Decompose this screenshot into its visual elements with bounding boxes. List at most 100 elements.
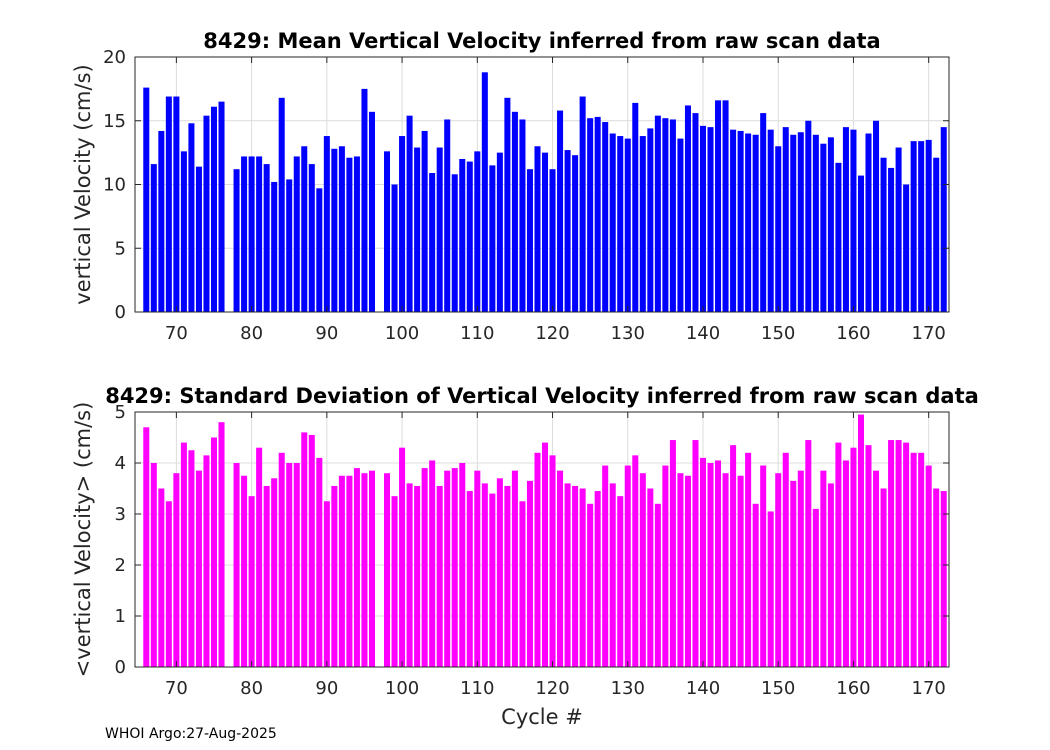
bar [827, 483, 834, 667]
bar [587, 503, 594, 667]
bar [579, 488, 586, 667]
bar [639, 136, 646, 312]
bar [271, 181, 278, 312]
bar [489, 165, 496, 313]
bar [504, 97, 511, 312]
bar [910, 141, 917, 312]
bar [617, 496, 624, 667]
bar [421, 468, 428, 667]
bar [933, 488, 940, 667]
bar [594, 116, 601, 312]
bar [346, 475, 353, 667]
bar [444, 470, 451, 667]
bar [143, 427, 150, 667]
bar [692, 113, 699, 312]
bar [203, 115, 210, 313]
bar [895, 440, 902, 667]
bar [850, 129, 857, 312]
bar [368, 470, 375, 667]
x-tick-label: 170 [912, 323, 946, 344]
chart-title-1: 8429: Mean Vertical Velocity inferred fr… [203, 29, 880, 53]
bar [827, 137, 834, 312]
bar [880, 488, 887, 667]
y-axis-label-2: <vertical Velocity> (cm/s) [71, 402, 95, 678]
bar [188, 123, 195, 312]
bar [451, 174, 458, 312]
bar [210, 106, 217, 312]
bar [880, 157, 887, 312]
bar [180, 151, 187, 312]
bar [414, 147, 421, 312]
bar [662, 118, 669, 312]
bar [722, 100, 729, 312]
bar [459, 159, 466, 312]
bar [444, 119, 451, 312]
bar [474, 151, 481, 312]
y-tick-label: 5 [115, 238, 126, 259]
x-tick-label: 90 [315, 323, 338, 344]
bar [677, 473, 684, 667]
bar [429, 460, 436, 667]
bar [647, 488, 654, 667]
bar [301, 432, 308, 667]
bar [609, 483, 616, 667]
bar [835, 442, 842, 667]
x-tick-label: 120 [535, 323, 569, 344]
bar [940, 127, 947, 313]
x-tick-label: 170 [912, 678, 946, 699]
bar [842, 127, 849, 313]
bar [241, 156, 248, 312]
bar [579, 96, 586, 312]
bar [256, 447, 263, 667]
bar [760, 113, 767, 312]
bar [384, 151, 391, 312]
bar [925, 139, 932, 313]
bar [654, 503, 661, 667]
bar [346, 157, 353, 312]
bar [895, 147, 902, 312]
bar [888, 167, 895, 312]
x-tick-label: 140 [686, 323, 720, 344]
bar [466, 491, 473, 667]
bar [669, 440, 676, 667]
x-tick-label: 140 [686, 678, 720, 699]
bar [857, 414, 864, 667]
bar [602, 465, 609, 667]
bar [384, 473, 391, 667]
bar [775, 146, 782, 312]
bar [572, 155, 579, 312]
bar [699, 457, 707, 667]
bar [399, 447, 406, 667]
bar [391, 496, 398, 667]
footer-credit: WHOI Argo:27-Aug-2025 [105, 726, 277, 742]
x-tick-label: 110 [460, 323, 494, 344]
bar [218, 101, 225, 313]
bar [338, 146, 345, 312]
bar [278, 97, 285, 312]
bar [195, 470, 202, 667]
bar [534, 146, 541, 312]
bar [150, 463, 157, 667]
bar [489, 493, 496, 667]
x-tick-label: 130 [611, 678, 645, 699]
bar [692, 440, 699, 667]
bar [850, 447, 857, 667]
bar [940, 491, 947, 667]
bar [865, 133, 872, 312]
bar [602, 122, 609, 312]
x-tick-label: 100 [385, 323, 419, 344]
bar [805, 120, 812, 312]
bar [286, 179, 293, 312]
bar [873, 470, 880, 667]
chart-title-2: 8429: Standard Deviation of Vertical Vel… [105, 384, 979, 408]
bar [436, 147, 443, 312]
bar [647, 128, 654, 312]
bar [248, 156, 255, 312]
bar [286, 463, 293, 667]
bar [210, 437, 217, 667]
bar [812, 508, 819, 667]
bar [256, 156, 263, 312]
y-tick-label: 5 [115, 402, 126, 423]
bar [820, 470, 827, 667]
